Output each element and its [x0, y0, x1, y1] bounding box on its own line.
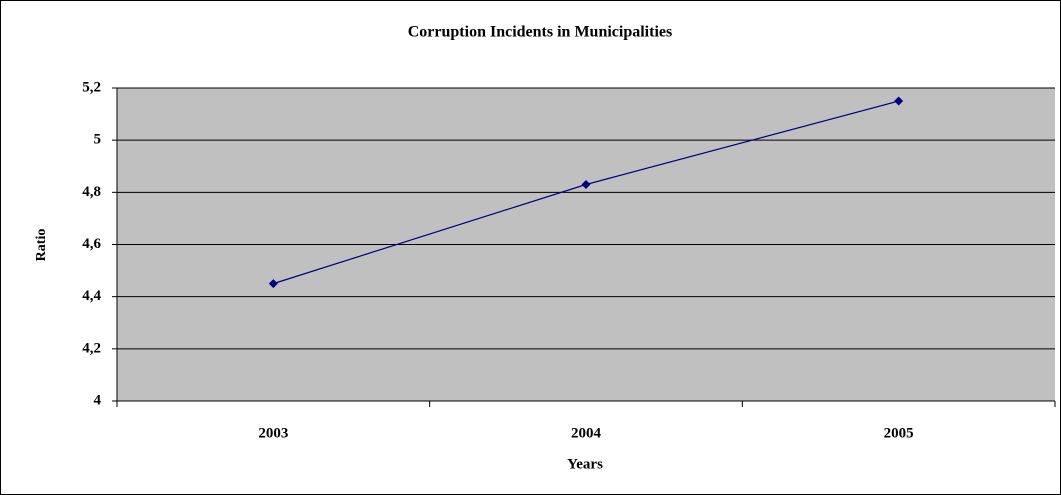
x-tick-label: 2005	[884, 425, 914, 441]
data-point	[581, 180, 591, 190]
data-point	[894, 96, 904, 106]
data-point	[268, 279, 278, 289]
y-tick-label: 4	[94, 392, 102, 408]
y-tick-label: 4,8	[82, 184, 101, 200]
y-tick-label: 4,2	[82, 340, 101, 356]
x-tick-label: 2003	[258, 425, 288, 441]
x-tick-label: 2004	[571, 425, 602, 441]
y-tick-label: 5,2	[82, 79, 101, 95]
y-axis-label: Ratio	[34, 229, 49, 262]
y-tick-label: 5	[94, 132, 102, 148]
y-tick-label: 4,6	[82, 236, 101, 252]
y-tick-label: 4,4	[82, 288, 101, 304]
x-axis-label: Years	[567, 456, 603, 472]
chart-title: Corruption Incidents in Municipalities	[408, 24, 672, 41]
